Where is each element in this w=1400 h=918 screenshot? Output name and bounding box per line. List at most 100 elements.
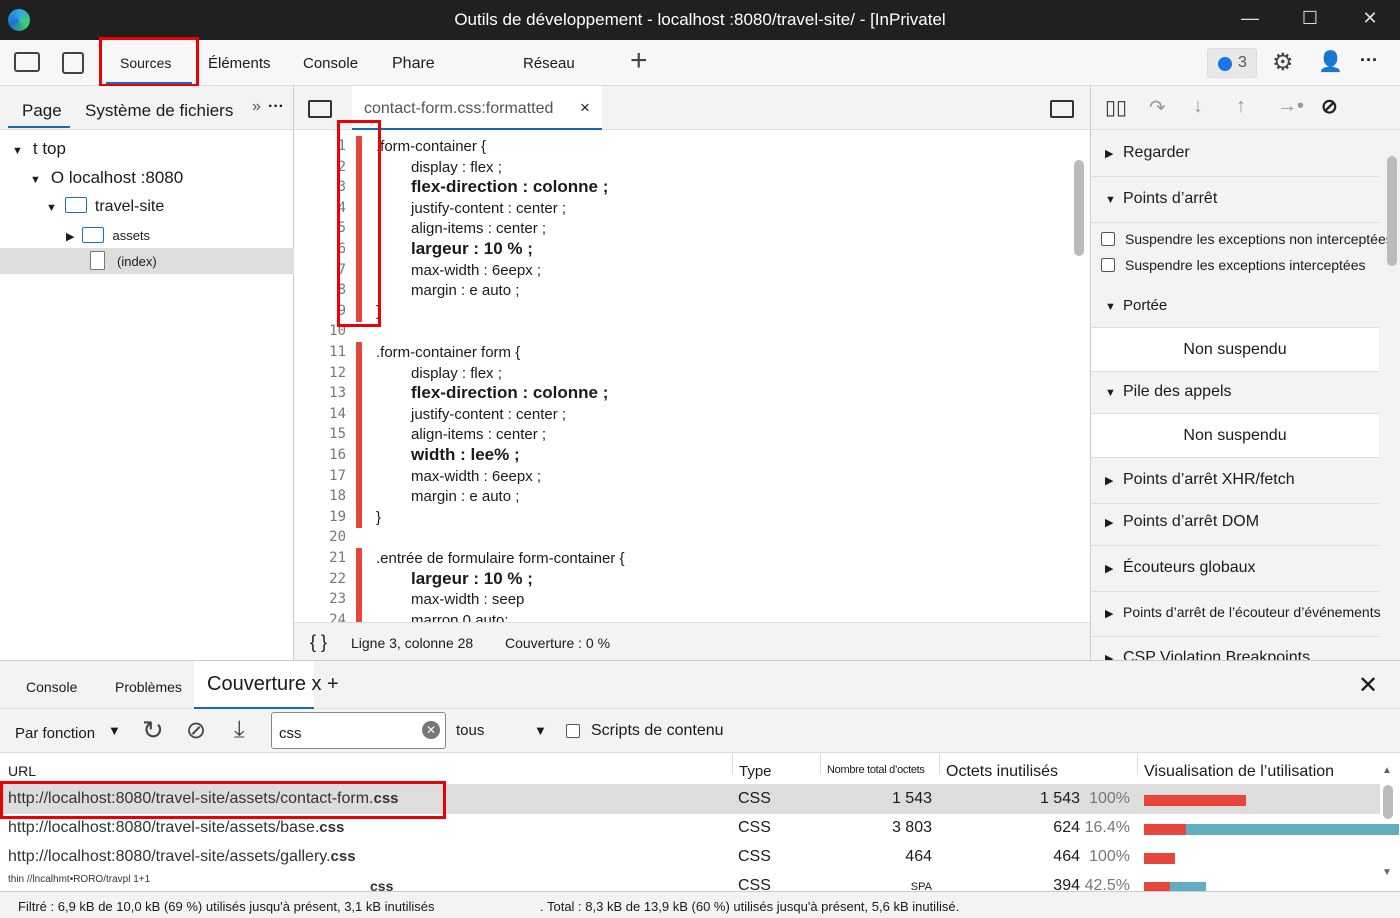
code-line[interactable]: largeur : 10 % ; — [411, 568, 533, 588]
checkbox[interactable] — [1101, 232, 1115, 246]
deactivate-breakpoints-icon[interactable]: ⊘ — [1321, 96, 1338, 118]
line-number[interactable]: 21 — [329, 550, 346, 566]
device-emulation-icon[interactable] — [62, 52, 84, 74]
row-url[interactable]: http://localhost:8080/travel-site/assets… — [8, 848, 356, 865]
coverage-row[interactable]: thin //lncalhmt•RORO/travpl 1+1 css CSS SPA… — [0, 872, 1380, 901]
debugger-section[interactable]: ▶ Écouteurs globaux — [1091, 546, 1379, 592]
checkbox[interactable] — [1101, 258, 1115, 272]
scroll-up-icon[interactable]: ▲ — [1382, 765, 1392, 776]
debugger-scrollbar[interactable] — [1387, 156, 1397, 266]
column-unused-bytes[interactable]: Octets inutilisés — [939, 753, 1058, 780]
line-number[interactable]: 2 — [337, 158, 346, 175]
line-number[interactable]: 20 — [329, 529, 346, 546]
clear-filter-icon[interactable]: ✕ — [422, 721, 440, 739]
file-tab[interactable]: contact-form.css:formatted × — [352, 86, 602, 130]
coverage-mode-select[interactable]: Par fonction — [15, 725, 96, 742]
more-menu-button[interactable]: ··· — [1360, 50, 1378, 70]
line-number[interactable]: 7 — [337, 261, 346, 278]
code-line[interactable]: justify-content : center ; — [411, 405, 567, 423]
coverage-row[interactable]: http://localhost:8080/travel-site/assets… — [0, 843, 1380, 872]
code-line[interactable]: max-width : seep — [411, 591, 525, 609]
code-line[interactable]: } — [376, 508, 382, 526]
code-line[interactable]: align-items : center ; — [411, 426, 547, 444]
pause-caught-checkbox[interactable]: Suspendre les exceptions interceptées — [1101, 257, 1365, 273]
line-number[interactable]: 15 — [329, 426, 346, 443]
tab-filesystem[interactable]: Système de fichiers — [85, 101, 234, 120]
maximize-button[interactable]: ☐ — [1301, 8, 1319, 28]
line-number[interactable]: 6 — [337, 241, 346, 257]
line-number[interactable]: 18 — [329, 488, 346, 505]
column-usage-visualization[interactable]: Visualisation de l’utilisation — [1137, 753, 1334, 780]
minimize-button[interactable]: — — [1241, 8, 1259, 28]
code-line[interactable]: marron 0 auto; — [411, 611, 509, 622]
code-line[interactable]: max-width : 6eepx ; — [411, 261, 542, 279]
code-line[interactable]: max-width : 6eepx ; — [411, 467, 542, 485]
step-icon[interactable]: →• — [1277, 95, 1305, 117]
line-number[interactable]: 3 — [337, 179, 346, 196]
tab-page[interactable]: Page — [22, 101, 62, 120]
tab-lighthouse[interactable]: Phare — [392, 55, 435, 72]
step-over-icon[interactable]: ↷ — [1149, 97, 1166, 119]
export-icon[interactable]: ⤓ — [234, 716, 245, 743]
editor-scrollbar[interactable] — [1074, 160, 1084, 256]
code-line[interactable]: .form-container { — [376, 138, 487, 155]
pause-icon[interactable]: ▯▯ — [1105, 97, 1128, 119]
tree-item-top[interactable]: ▼ t top — [12, 139, 66, 159]
line-number[interactable]: 8 — [337, 282, 346, 299]
toggle-navigator-icon[interactable] — [308, 100, 332, 118]
line-number[interactable]: 16 — [329, 447, 346, 463]
line-number[interactable]: 9 — [337, 302, 346, 319]
tab-console[interactable]: Console — [303, 55, 359, 72]
code-line[interactable]: margin : e auto ; — [411, 282, 520, 300]
debugger-section[interactable]: ▼ Points d’arrêt — [1091, 177, 1379, 223]
code-line[interactable]: display : flex ; — [411, 364, 502, 382]
reload-icon[interactable]: ↻ — [142, 715, 164, 745]
clear-icon[interactable]: ⊘ — [186, 717, 207, 744]
line-number[interactable]: 11 — [329, 344, 346, 360]
tab-network[interactable]: Réseau — [523, 55, 575, 72]
column-total-bytes[interactable]: Nombre total d’octets — [820, 753, 925, 776]
tree-item-index[interactable]: (index) — [0, 248, 294, 274]
drawer-tab-console[interactable]: Console — [26, 679, 78, 695]
toggle-debugger-icon[interactable] — [1050, 100, 1074, 118]
column-type[interactable]: Type — [732, 753, 772, 780]
tree-item-travel-site[interactable]: ▼ travel-site — [46, 197, 164, 216]
tree-item-host[interactable]: ▼ O localhost :8080 — [30, 168, 183, 188]
line-number[interactable]: 10 — [329, 323, 346, 340]
line-number[interactable]: 4 — [337, 199, 346, 216]
coverage-row[interactable]: http://localhost:8080/travel-site/assets… — [0, 814, 1399, 843]
step-into-icon[interactable]: ↓ — [1193, 95, 1203, 117]
debugger-section[interactable]: ▶ Points d’arrêt de l’écouteur d’événemen… — [1091, 591, 1381, 637]
code-area[interactable]: 1 .form-container { 2 display : flex ; 3 flex… — [294, 130, 1090, 622]
line-number[interactable]: 12 — [329, 364, 346, 381]
line-number[interactable]: 22 — [329, 570, 346, 587]
line-number[interactable]: 1 — [337, 138, 346, 154]
navigator-menu-button[interactable]: ··· — [268, 98, 284, 115]
close-tab-icon[interactable]: × — [580, 98, 590, 117]
tab-elements[interactable]: Éléments — [208, 55, 271, 72]
coverage-row[interactable]: http://localhost:8080/travel-site/assets… — [0, 785, 1380, 814]
pause-uncaught-checkbox[interactable]: Suspendre les exceptions non interceptée… — [1101, 231, 1393, 247]
debugger-section[interactable]: ▶ CSP Violation Breakpoints — [1091, 636, 1379, 660]
column-url[interactable]: URL — [8, 763, 37, 779]
line-number[interactable]: 19 — [329, 508, 346, 525]
line-number[interactable]: 24 — [329, 611, 346, 622]
more-tabs-icon[interactable]: » — [252, 98, 261, 115]
code-line[interactable]: flex-direction : colonne ; — [411, 383, 609, 403]
debugger-section[interactable]: ▶ Points d’arrêt DOM — [1091, 500, 1379, 546]
filter-input[interactable]: css ✕ — [271, 712, 446, 749]
type-filter-select[interactable]: tous — [456, 722, 485, 739]
pretty-print-icon[interactable]: { } — [310, 632, 328, 652]
line-number[interactable]: 13 — [329, 385, 346, 402]
debugger-section[interactable]: ▶ Points d’arrêt XHR/fetch — [1091, 458, 1379, 504]
line-number[interactable]: 17 — [329, 467, 346, 484]
row-url[interactable]: http://localhost:8080/travel-site/assets… — [8, 819, 345, 836]
add-tab-button[interactable]: + — [630, 44, 648, 77]
content-scripts-checkbox[interactable] — [566, 724, 580, 738]
debugger-section[interactable]: ▼ Pile des appels — [1091, 370, 1379, 414]
tree-item-assets[interactable]: ▶ assets — [66, 227, 150, 243]
close-window-button[interactable]: ✕ — [1362, 8, 1378, 28]
table-scrollbar[interactable] — [1383, 785, 1393, 819]
code-line[interactable]: largeur : 10 % ; — [411, 239, 533, 258]
line-number[interactable]: 5 — [337, 220, 346, 237]
